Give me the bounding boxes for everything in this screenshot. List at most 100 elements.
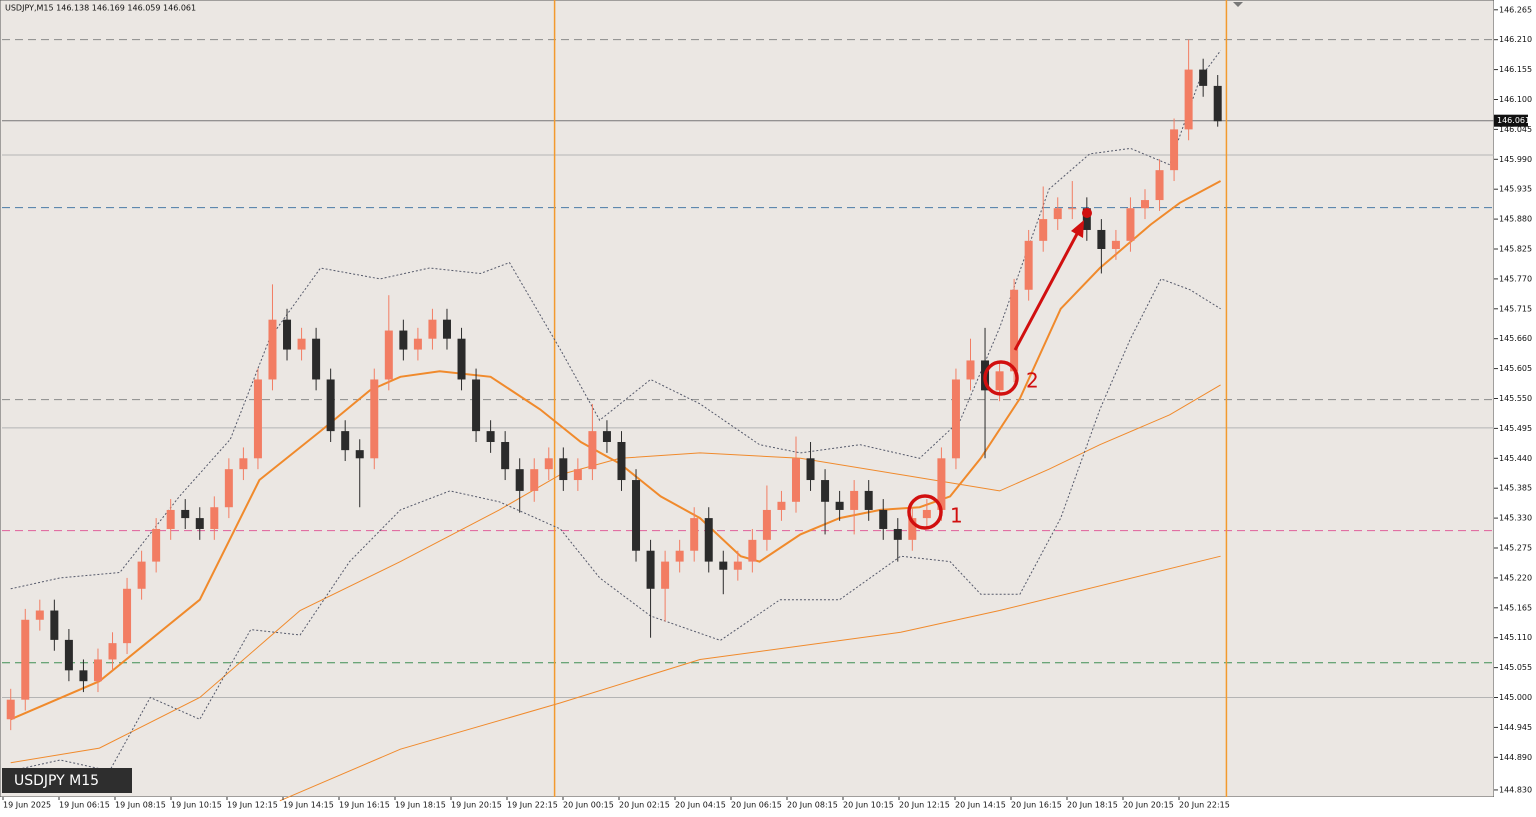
arrow-head <box>1071 220 1084 238</box>
candle-body <box>1053 208 1062 220</box>
candle-body <box>791 458 800 502</box>
annotation-arrow <box>1013 231 1080 351</box>
candles-layer <box>6 39 1222 731</box>
candle-body <box>544 458 553 470</box>
symbol-label: USDJPY M15 <box>14 773 99 789</box>
x-tick-label: 19 Jun 16:15 <box>339 801 390 810</box>
candle-body <box>850 490 859 510</box>
y-tick-label: 146.100 <box>1499 95 1532 104</box>
candle-body <box>646 550 655 589</box>
y-tick-label: 144.830 <box>1499 785 1532 794</box>
candle-body <box>1097 229 1106 249</box>
symbol-badge <box>2 768 132 793</box>
x-tick-label: 20 Jun 18:15 <box>1067 801 1118 810</box>
annotation-label: 1 <box>950 504 963 528</box>
y-tick-label: 146.045 <box>1499 125 1532 134</box>
y-tick-label: 144.890 <box>1499 753 1532 762</box>
candle-body <box>922 509 931 519</box>
candle-body <box>224 469 233 508</box>
candle-body <box>181 509 190 519</box>
x-tick-label: 19 Jun 06:15 <box>59 801 110 810</box>
y-tick-label: 144.945 <box>1499 723 1532 732</box>
candle-body <box>966 360 975 380</box>
candle-body <box>602 431 611 442</box>
y-tick-label: 145.825 <box>1499 244 1532 253</box>
plot-area <box>0 0 1495 798</box>
y-tick-label: 145.880 <box>1499 215 1532 224</box>
y-tick-label: 145.990 <box>1499 155 1532 164</box>
x-tick-label: 20 Jun 16:15 <box>1011 801 1062 810</box>
candle-body <box>326 379 335 432</box>
candle-body <box>893 528 902 540</box>
candle-body <box>457 338 466 380</box>
candle-body <box>733 561 742 570</box>
y-tick-label: 145.440 <box>1499 454 1532 463</box>
candle-body <box>1039 219 1048 241</box>
y-tick-label: 145.550 <box>1499 394 1532 403</box>
candle-body <box>472 379 481 432</box>
candle-body <box>501 441 510 470</box>
x-tick-label: 19 Jun 10:15 <box>171 801 222 810</box>
x-tick-label: 20 Jun 06:15 <box>731 801 782 810</box>
shift-marker <box>1233 2 1243 7</box>
y-tick-label: 146.210 <box>1499 35 1532 44</box>
x-tick-label: 20 Jun 00:15 <box>563 801 614 810</box>
axis-layer: 146.265 146.210 146.155 146.100 146.045 145.9… <box>2 5 1532 810</box>
annotation-label: 2 <box>1026 369 1039 393</box>
x-tick-label: 20 Jun 08:15 <box>787 801 838 810</box>
x-tick-label: 19 Jun 18:15 <box>395 801 446 810</box>
candle-body <box>908 518 917 540</box>
y-tick-label: 145.275 <box>1499 544 1532 553</box>
candle-body <box>486 431 495 442</box>
x-tick-label: 20 Jun 22:15 <box>1179 801 1230 810</box>
candle-body <box>355 450 364 459</box>
candle-body <box>661 561 670 589</box>
candle-body <box>64 639 73 671</box>
candle-body <box>1068 208 1077 210</box>
candle-body <box>704 518 713 562</box>
candle-body <box>588 431 597 470</box>
candle-body <box>341 431 350 451</box>
y-tick-label: 145.165 <box>1499 603 1532 612</box>
candle-body <box>152 528 161 562</box>
x-tick-label: 19 Jun 20:15 <box>451 801 502 810</box>
last-price-box <box>1494 114 1528 127</box>
y-tick-label: 146.265 <box>1499 5 1532 14</box>
candle-body <box>166 509 175 529</box>
y-tick-label: 145.330 <box>1499 514 1532 523</box>
candle-body <box>312 338 321 380</box>
candle-body <box>1184 69 1193 130</box>
candle-body <box>530 469 539 491</box>
x-tick-label: 20 Jun 10:15 <box>843 801 894 810</box>
candle-body <box>413 338 422 350</box>
candle-body <box>1213 85 1222 122</box>
candle-body <box>690 518 699 551</box>
candle-body <box>21 619 30 700</box>
candle-body <box>6 699 15 720</box>
candle-body <box>428 319 437 339</box>
candle-body <box>748 539 757 562</box>
candle-body <box>399 330 408 350</box>
candle-body <box>384 330 393 380</box>
candle-body <box>79 670 88 682</box>
annotation-circle <box>983 360 1019 396</box>
candle-body <box>35 610 44 620</box>
candle-body <box>1199 69 1208 86</box>
annotation-dot <box>1082 208 1092 218</box>
candle-body <box>1170 129 1179 171</box>
candle-body <box>50 610 59 640</box>
y-tick-label: 145.605 <box>1499 364 1532 373</box>
candle-body <box>283 319 292 350</box>
candle-body <box>1010 289 1019 372</box>
moving-average <box>279 555 1221 802</box>
levels-layer <box>2 0 1494 797</box>
candle-body <box>864 490 873 510</box>
candle-body <box>370 379 379 459</box>
time-axis-panel <box>0 797 1494 817</box>
candle-body <box>675 550 684 562</box>
candle-body <box>617 441 626 481</box>
candle-body <box>777 501 786 510</box>
candle-body <box>1111 240 1120 249</box>
candle-body <box>515 469 524 491</box>
y-tick-label: 145.055 <box>1499 663 1532 672</box>
